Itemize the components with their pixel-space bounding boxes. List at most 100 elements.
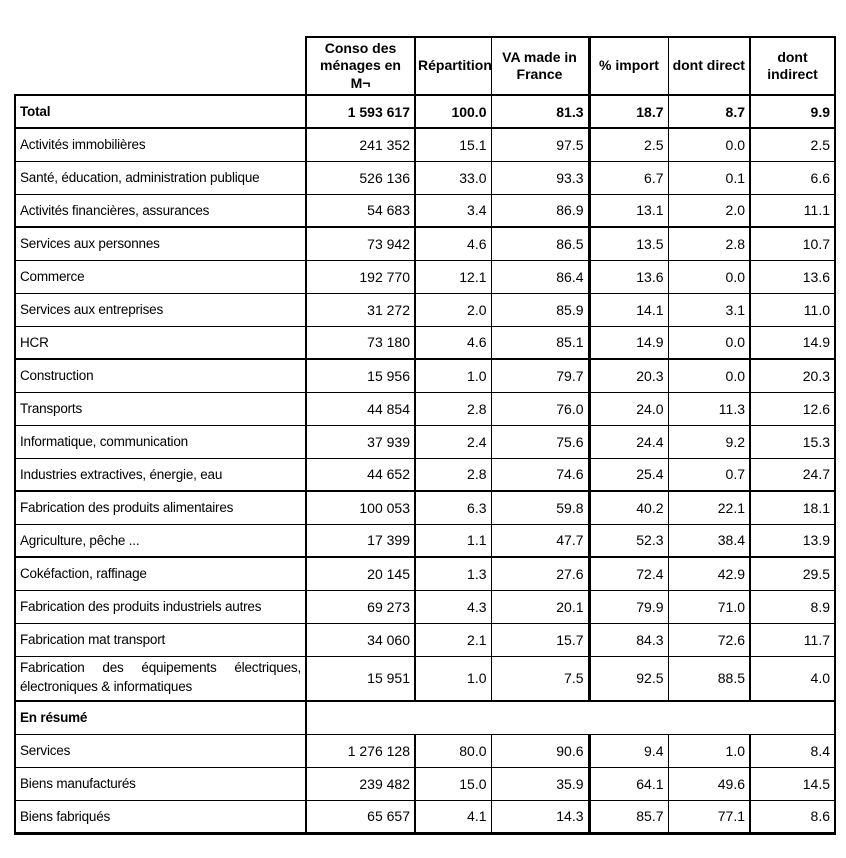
table-row: Industries extractives, énergie, eau 44 6… xyxy=(14,458,836,492)
va-france-value: 86.4 xyxy=(491,260,591,294)
table-row: Agriculture, pêche ... 17 399 1.1 47.7 52.3 3… xyxy=(14,524,836,558)
pct-import-value: 40.2 xyxy=(589,491,669,525)
repartition-value: 2.8 xyxy=(415,392,492,426)
repartition-value: 12.1 xyxy=(415,260,492,294)
table-row: HCR 73 180 4.6 85.1 14.9 0.0 14.9 xyxy=(14,326,836,360)
row-label: Fabrication des équipements électriques,… xyxy=(14,656,307,702)
dont-indirect-value: 20.3 xyxy=(750,359,836,393)
dont-indirect-value: 14.5 xyxy=(750,767,836,801)
dont-indirect-value: 13.9 xyxy=(750,524,836,558)
row-label: Construction xyxy=(14,359,307,393)
merged-empty-cell xyxy=(306,701,836,735)
table-row: Fabrication mat transport 34 060 2.1 15.7 84… xyxy=(14,623,836,657)
dont-indirect-value: 24.7 xyxy=(750,458,836,492)
dont-indirect-value: 2.5 xyxy=(750,128,836,162)
table-row: Fabrication des produits alimentaires 100… xyxy=(14,491,836,525)
dont-indirect-value: 13.6 xyxy=(750,260,836,294)
row-label: Activités immobilières xyxy=(14,128,307,162)
column-header-va-france: VA made in France xyxy=(491,36,591,96)
pct-import-value: 84.3 xyxy=(589,623,669,657)
row-label: Total xyxy=(14,94,307,129)
column-header-dont-indirect: dont indirect xyxy=(750,36,836,96)
dont-direct-value: 0.7 xyxy=(668,458,751,492)
dont-indirect-value: 8.6 xyxy=(750,800,836,835)
va-france-value: 79.7 xyxy=(491,359,591,393)
dont-indirect-value: 9.9 xyxy=(750,94,836,129)
conso-value: 54 683 xyxy=(305,194,416,228)
pct-import-value: 79.9 xyxy=(589,590,669,624)
table-row: Santé, éducation, administration publiqu… xyxy=(14,161,836,195)
pct-import-value: 72.4 xyxy=(589,557,669,591)
row-label: Industries extractives, énergie, eau xyxy=(14,458,307,492)
row-label: Activités financières, assurances xyxy=(14,194,307,228)
pct-import-value: 24.0 xyxy=(589,392,669,426)
repartition-value: 33.0 xyxy=(415,161,492,195)
dont-direct-value: 9.2 xyxy=(668,425,751,459)
conso-value: 69 273 xyxy=(305,590,416,624)
repartition-value: 15.0 xyxy=(415,767,492,801)
dont-indirect-value: 29.5 xyxy=(750,557,836,591)
pct-import-value: 18.7 xyxy=(589,94,669,129)
table-row: Services aux personnes 73 942 4.6 86.5 13.5 2… xyxy=(14,227,836,261)
repartition-value: 2.8 xyxy=(415,458,492,492)
conso-value: 1 593 617 xyxy=(305,94,416,129)
dont-direct-value: 0.1 xyxy=(668,161,751,195)
pct-import-value: 85.7 xyxy=(589,800,669,835)
dont-indirect-value: 4.0 xyxy=(750,656,836,702)
dont-indirect-value: 8.9 xyxy=(750,590,836,624)
repartition-value: 100.0 xyxy=(415,94,492,129)
pct-import-value: 14.1 xyxy=(589,293,669,327)
table-row: Informatique, communication 37 939 2.4 75.6… xyxy=(14,425,836,459)
dont-indirect-value: 10.7 xyxy=(750,227,836,261)
repartition-value: 2.4 xyxy=(415,425,492,459)
va-france-value: 59.8 xyxy=(491,491,591,525)
row-label-line: électroniques & informatiques xyxy=(20,679,193,695)
pct-import-value: 13.6 xyxy=(589,260,669,294)
va-france-value: 76.0 xyxy=(491,392,591,426)
conso-value: 44 652 xyxy=(305,458,416,492)
row-label: Fabrication des produits alimentaires xyxy=(14,491,307,525)
row-label: HCR xyxy=(14,326,307,360)
conso-value: 192 770 xyxy=(305,260,416,294)
dont-direct-value: 0.0 xyxy=(668,260,751,294)
pct-import-value: 64.1 xyxy=(589,767,669,801)
repartition-value: 1.1 xyxy=(415,524,492,558)
dont-direct-value: 8.7 xyxy=(668,94,751,129)
repartition-value: 2.0 xyxy=(415,293,492,327)
repartition-value: 3.4 xyxy=(415,194,492,228)
row-label: Services xyxy=(14,734,307,768)
row-label: Transports xyxy=(14,392,307,426)
dont-direct-value: 1.0 xyxy=(668,734,751,768)
row-label: Biens fabriqués xyxy=(14,800,307,835)
va-france-value: 20.1 xyxy=(491,590,591,624)
column-header-pct-import: % import xyxy=(589,36,669,96)
dont-indirect-value: 18.1 xyxy=(750,491,836,525)
pct-import-value: 25.4 xyxy=(589,458,669,492)
table-row: Activités financières, assurances 54 683 3… xyxy=(14,194,836,228)
column-header-dont-direct: dont direct xyxy=(668,36,751,96)
va-france-value: 85.9 xyxy=(491,293,591,327)
dont-direct-value: 72.6 xyxy=(668,623,751,657)
conso-value: 100 053 xyxy=(305,491,416,525)
consumption-table: Conso des ménages en M¬ Répartition VA m… xyxy=(14,36,836,835)
va-france-value: 27.6 xyxy=(491,557,591,591)
conso-value: 17 399 xyxy=(305,524,416,558)
conso-value: 15 956 xyxy=(305,359,416,393)
pct-import-value: 9.4 xyxy=(589,734,669,768)
table-row: Services aux entreprises 31 272 2.0 85.9 14.… xyxy=(14,293,836,327)
table-row: Fabrication des équipements électriques,… xyxy=(14,656,836,702)
repartition-value: 1.0 xyxy=(415,359,492,393)
va-france-value: 93.3 xyxy=(491,161,591,195)
column-header-repartition: Répartition xyxy=(415,36,492,96)
pct-import-value: 6.7 xyxy=(589,161,669,195)
table-row: Construction 15 956 1.0 79.7 20.3 0.0 20.3 xyxy=(14,359,836,393)
row-label-line: Fabrication des équipements électriques, xyxy=(20,660,301,676)
va-france-value: 90.6 xyxy=(491,734,591,768)
conso-value: 65 657 xyxy=(305,800,416,835)
pct-import-value: 13.1 xyxy=(589,194,669,228)
va-france-value: 15.7 xyxy=(491,623,591,657)
pct-import-value: 52.3 xyxy=(589,524,669,558)
va-france-value: 7.5 xyxy=(491,656,591,702)
dont-indirect-value: 11.7 xyxy=(750,623,836,657)
row-label: Services aux personnes xyxy=(14,227,307,261)
